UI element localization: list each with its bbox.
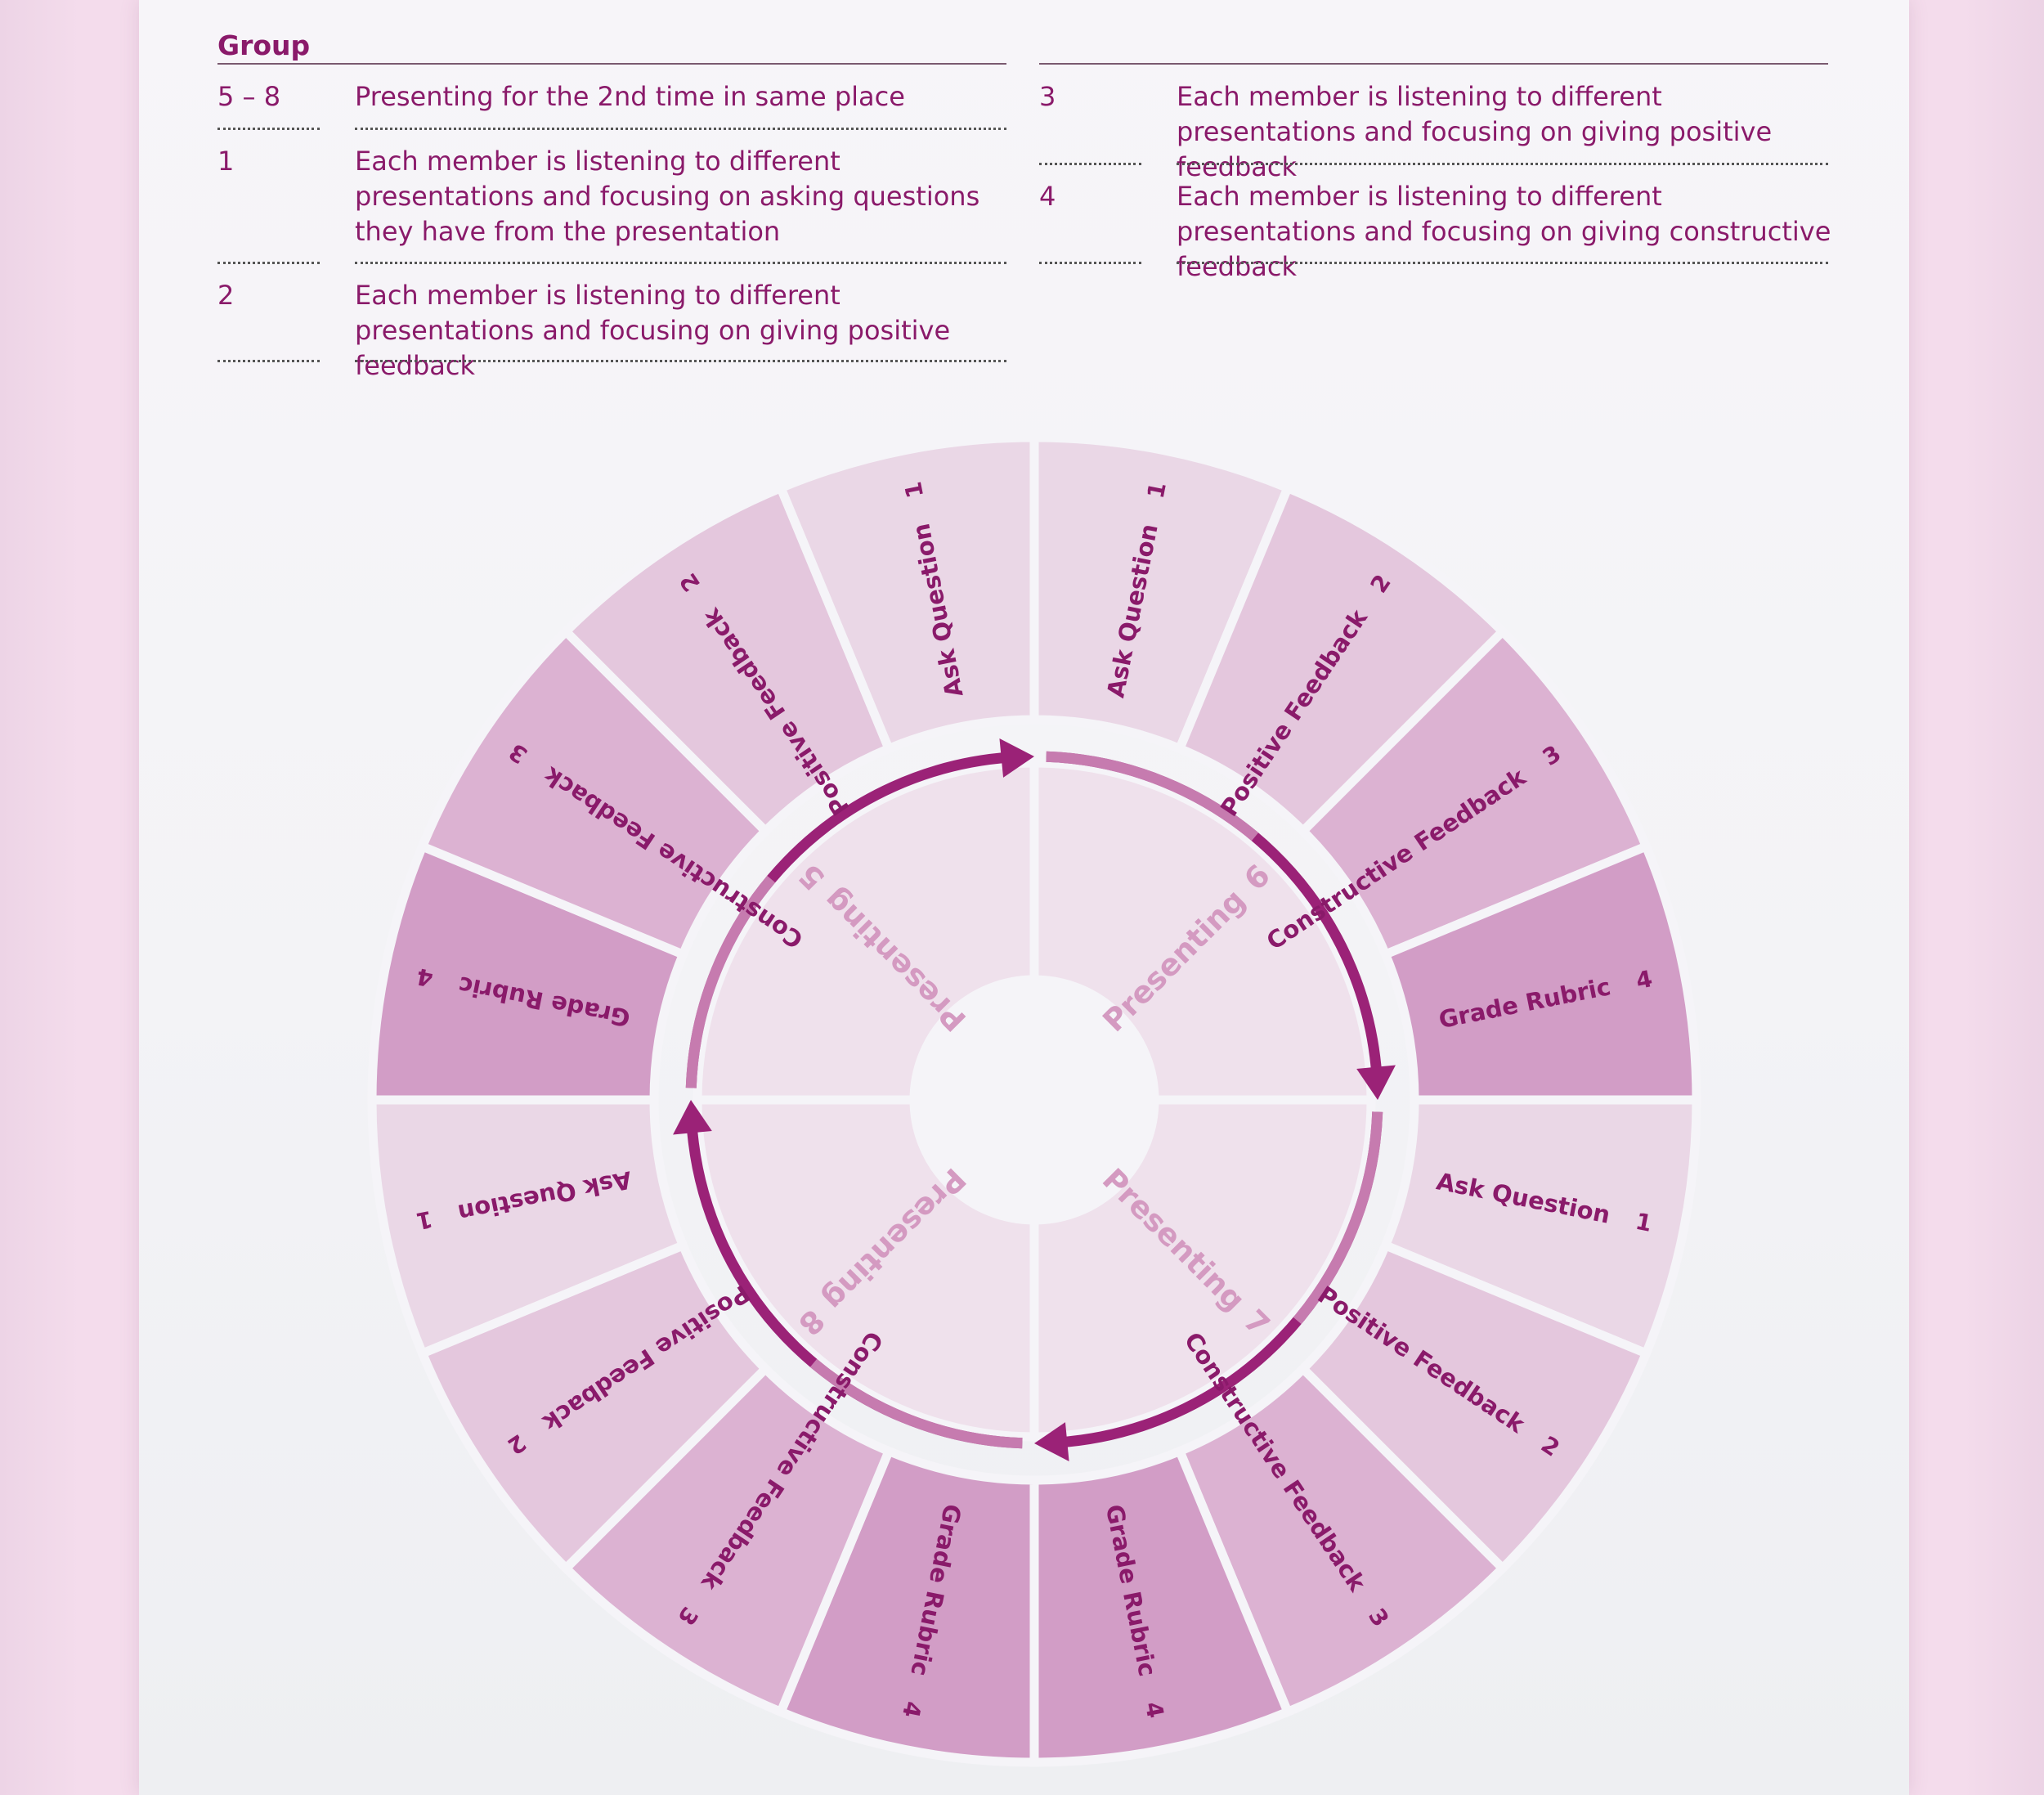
wheel-hub <box>910 976 1159 1224</box>
legend-group-description: Each member is listening to different pr… <box>1177 81 1773 182</box>
legend-rule-left <box>217 63 1006 65</box>
legend-group-key: 2 <box>217 280 235 311</box>
legend-divider <box>355 262 1006 264</box>
legend-divider <box>355 360 1006 362</box>
legend-group-key: 4 <box>1039 181 1056 212</box>
legend-divider <box>217 128 320 130</box>
rotation-arrow-fade <box>809 1358 1023 1449</box>
legend-divider <box>1039 262 1141 264</box>
group-legend: Group 5 – 8 Presenting for the 2nd time … <box>139 0 1909 384</box>
legend-group-description: Presenting for the 2nd time in same plac… <box>355 81 905 112</box>
legend-rule-right <box>1039 63 1828 65</box>
sector-ask-question <box>774 433 1039 755</box>
legend-group-description: Each member is listening to different pr… <box>355 146 980 247</box>
legend-divider <box>355 128 1006 130</box>
rotation-arrow-fade <box>685 875 776 1088</box>
rotation-arrow-head <box>1356 1065 1396 1100</box>
legend-divider <box>217 262 320 264</box>
legend-divider <box>1039 163 1141 165</box>
legend-divider <box>1177 163 1828 165</box>
legend-group-key: 1 <box>217 146 235 177</box>
legend-group-description: Each member is listening to different pr… <box>355 280 951 381</box>
legend-group-description: Each member is listening to different pr… <box>1177 181 1831 282</box>
legend-group-key: 5 – 8 <box>217 81 281 112</box>
group-heading: Group <box>217 29 311 61</box>
rotation-arrow-head <box>673 1100 712 1135</box>
rotation-arrow-head <box>999 738 1034 778</box>
legend-divider <box>217 360 320 362</box>
rotation-arrow-head <box>1034 1422 1069 1461</box>
rotation-arrow-fade <box>1046 751 1259 841</box>
legend-group-key: 3 <box>1039 81 1056 112</box>
legend-divider <box>1177 262 1828 264</box>
rotation-arrow-fade <box>1293 1111 1383 1325</box>
